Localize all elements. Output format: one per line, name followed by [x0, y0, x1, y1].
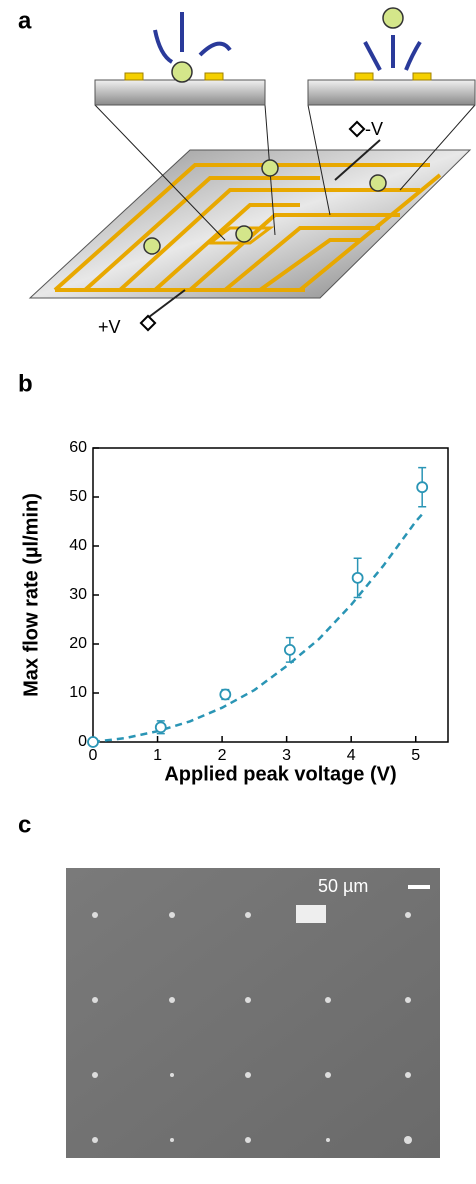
fit-line	[92, 513, 424, 744]
y-tick-label: 20	[69, 635, 87, 652]
x-tick-label: 4	[347, 747, 356, 764]
x-tick-label: 3	[282, 747, 291, 764]
y-tick-label: 50	[69, 488, 87, 505]
x-axis-label: Applied peak voltage (V)	[164, 763, 396, 785]
voltage-label: -V	[365, 119, 383, 139]
scale-bar-label: 50 µm	[318, 876, 368, 896]
data-point	[283, 643, 296, 656]
y-axis-label: Max flow rate (µl/min)	[20, 493, 42, 697]
y-tick-label: 10	[69, 684, 87, 701]
panel-label: a	[18, 7, 32, 34]
x-tick-label: 0	[89, 747, 98, 764]
panel-label: c	[18, 811, 31, 838]
sem-image: 50 µm	[66, 868, 440, 1158]
panel-label: b	[18, 370, 33, 397]
data-point	[154, 721, 167, 734]
data-point	[87, 736, 99, 748]
y-tick-label: 40	[69, 537, 87, 554]
y-tick-label: 30	[69, 586, 87, 603]
x-tick-label: 5	[411, 747, 420, 764]
plot-frame	[92, 447, 449, 743]
x-tick-label: 1	[153, 747, 162, 764]
data-point	[351, 571, 364, 584]
scale-bar	[408, 885, 430, 889]
data-point	[416, 481, 429, 494]
voltage-label: +V	[98, 317, 121, 337]
data-point	[219, 688, 232, 701]
y-tick-label: 60	[69, 439, 87, 456]
x-tick-label: 2	[218, 747, 227, 764]
device-diagram: -V +V	[28, 7, 476, 337]
y-tick-label: 0	[78, 733, 87, 750]
chart: 0 10 20 30 40 50 60 0 1 2 3 4 5 Applied peak voltage …	[20, 439, 449, 785]
